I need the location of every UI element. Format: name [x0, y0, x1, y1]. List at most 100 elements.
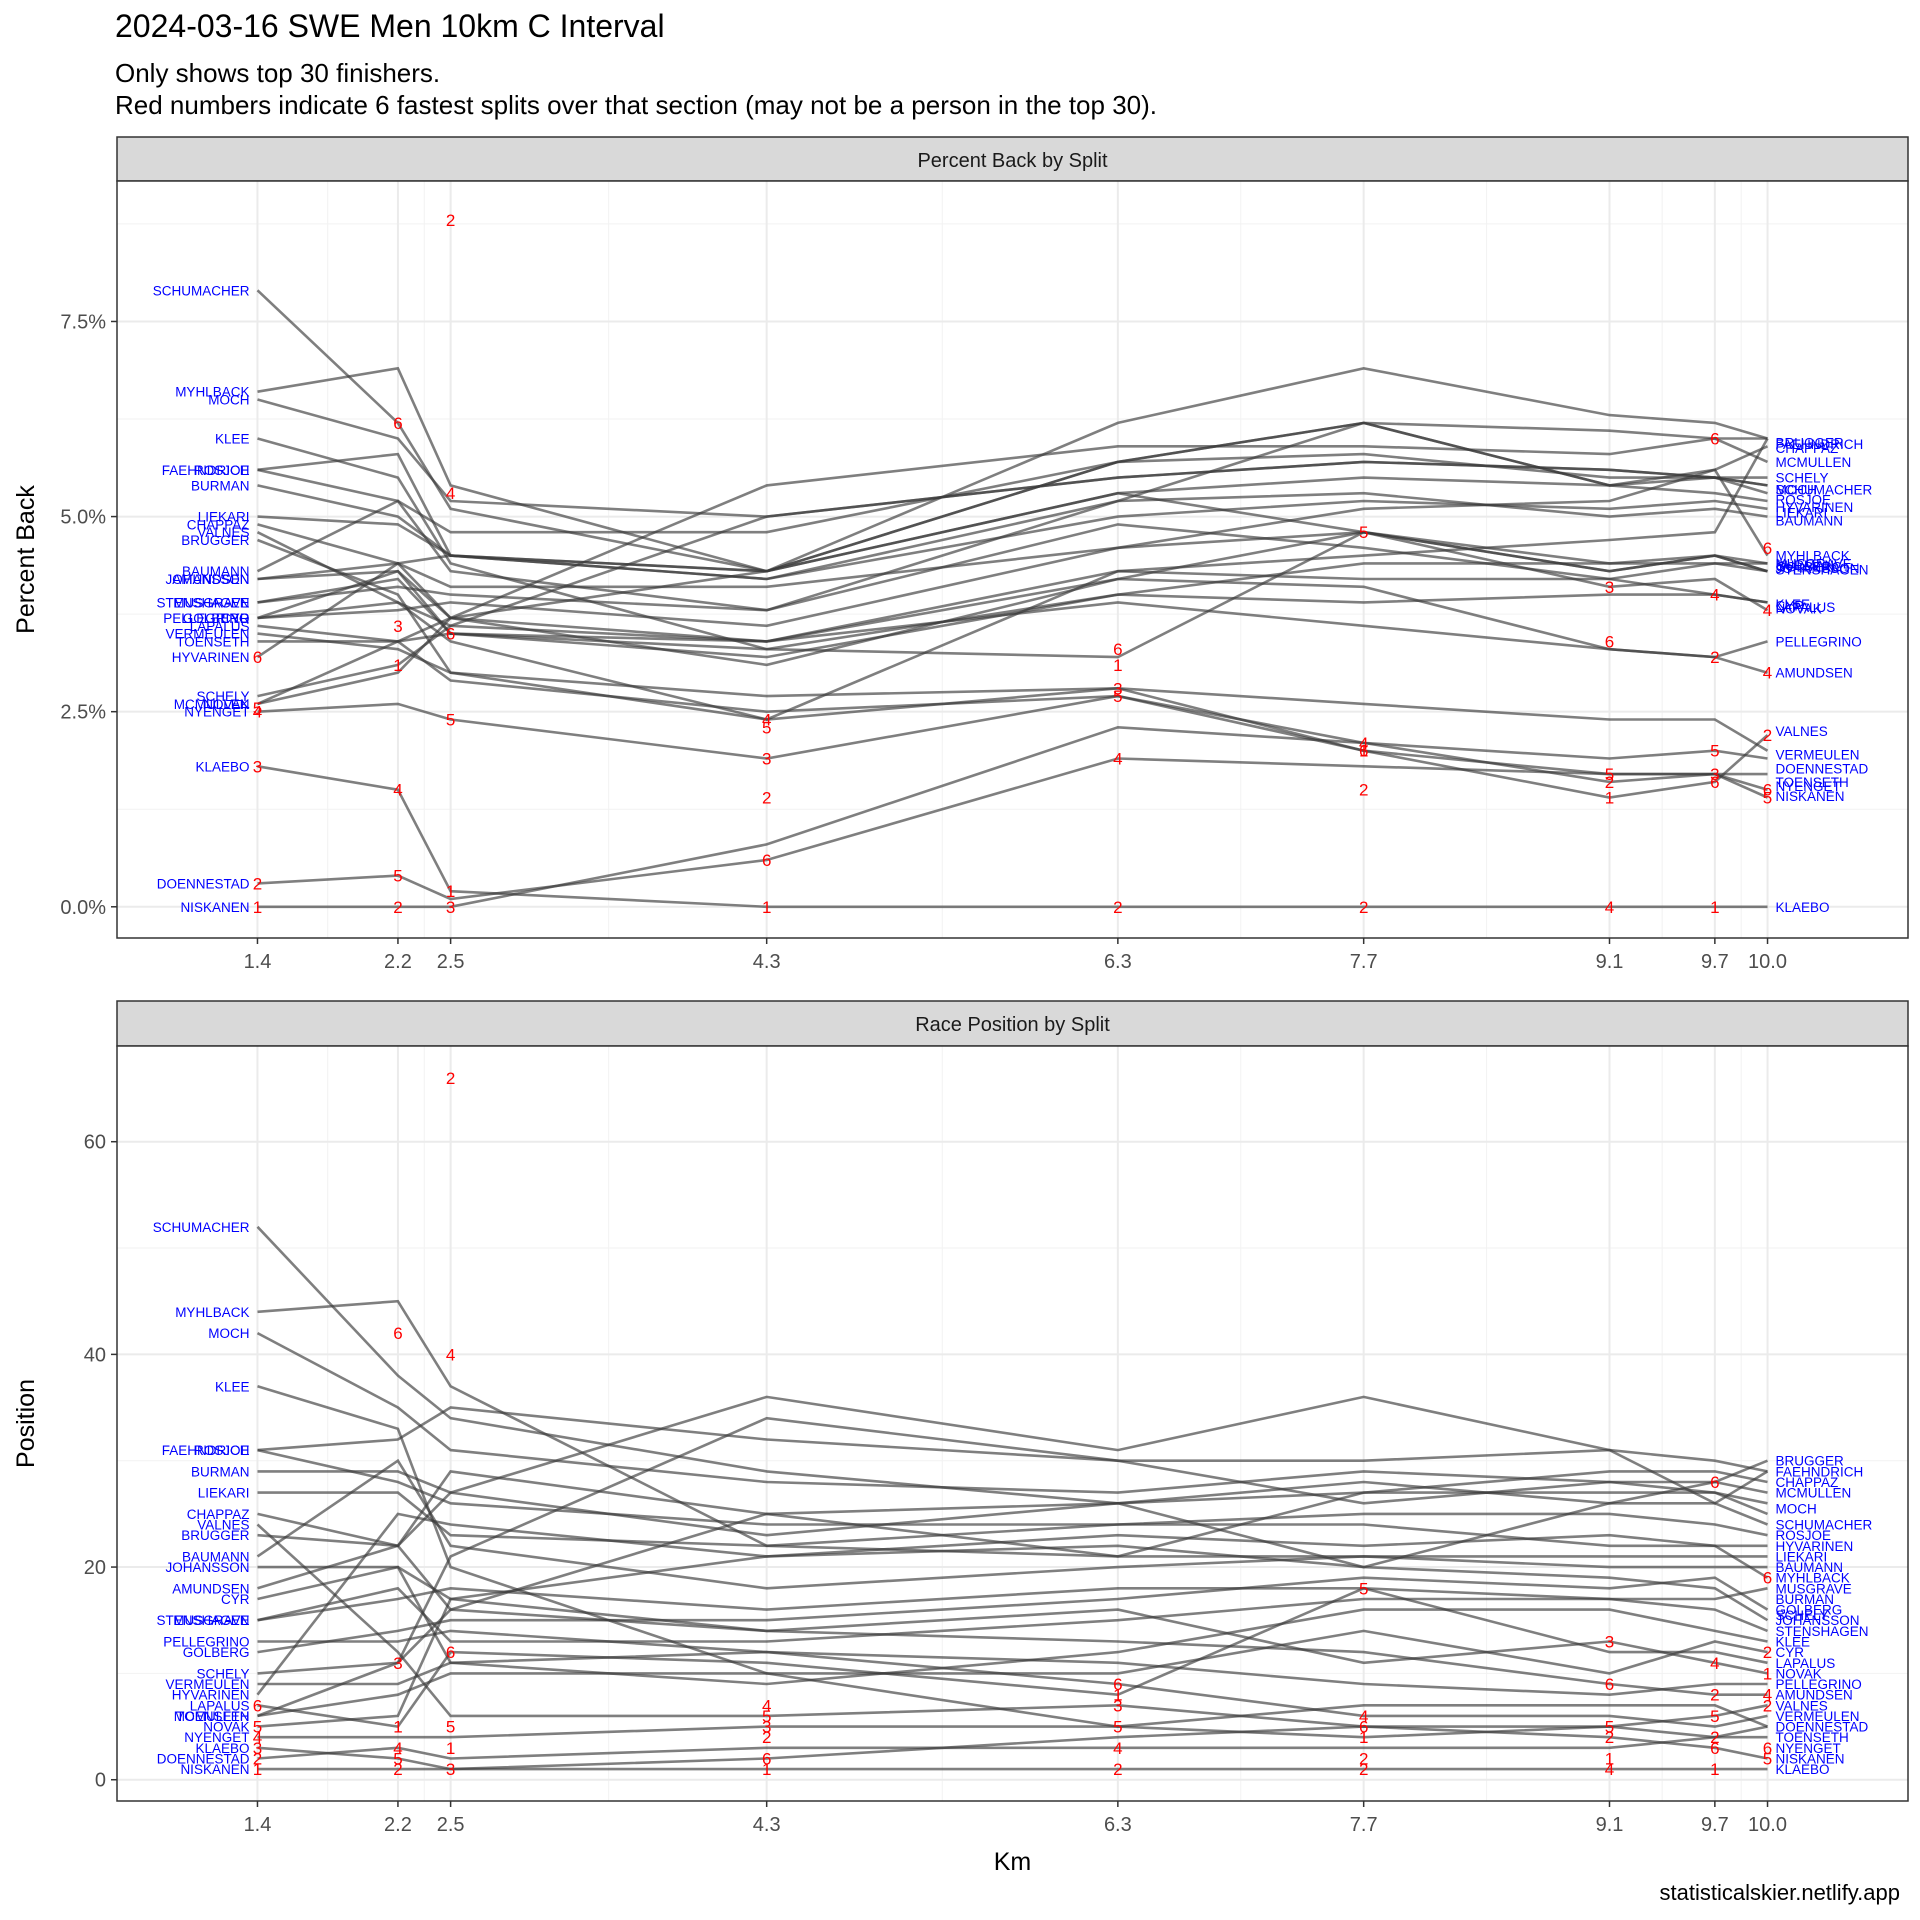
- panel-2-rank-label: 1: [1113, 1686, 1122, 1705]
- panel-1-rank-label: 6: [1763, 781, 1772, 800]
- panel-2-series-line-musgrave: [257, 1586, 1768, 1622]
- panel-1-right-label: MYHLBACK: [1776, 549, 1850, 564]
- panel-2-rank-label: 4: [1710, 1654, 1719, 1673]
- panel-2-series-line-klee: [257, 1385, 1768, 1675]
- panel-1-left-label: MUSGRAVE: [173, 595, 249, 610]
- panel-2-series-line-faehndrich: [257, 1406, 1768, 1473]
- panel-2-x-tick-label: 9.1: [1596, 1814, 1624, 1836]
- panel-2-right-label: SCHUMACHER: [1776, 1518, 1873, 1533]
- panel-2-rank-label: 1: [393, 1718, 402, 1737]
- panel-1-rank-label: 5: [1359, 523, 1368, 542]
- panel-1-left-label: STENSHAGEN: [156, 595, 249, 610]
- panel-1-right-label: NISKANEN: [1776, 789, 1845, 804]
- panel-2-rank-label: 3: [1605, 1632, 1614, 1651]
- panel-2-left-label: AMUNDSEN: [172, 1581, 249, 1596]
- panel-1-left-label: BURMAN: [191, 478, 250, 493]
- panel-1-left-label: SCHELY: [196, 689, 249, 704]
- panel-2-series-line-amundsen: [257, 1544, 1768, 1696]
- panel-2-left-label: JOHANSSON: [165, 1560, 249, 1575]
- panel-2-rank-label: 1: [446, 1739, 455, 1758]
- panel-1-left-label: VALNES: [197, 525, 249, 540]
- panel-2-left-label: KLEE: [215, 1379, 250, 1394]
- panel-2-rank-label: 5: [253, 1718, 262, 1737]
- panel-1-left-label: CYR: [221, 611, 250, 626]
- panel-1-right-label: DOENNESTAD: [1776, 762, 1869, 777]
- panel-1-right-label: HYVARINEN: [1776, 500, 1854, 515]
- panel-1-rank-label: 2: [1710, 648, 1719, 667]
- panel-2-x-tick-label: 7.7: [1350, 1814, 1378, 1836]
- panel-1-series-line-musgrave: [257, 523, 1768, 612]
- panel-1-right-label: AMUNDSEN: [1776, 666, 1853, 681]
- panel-2-left-label: LAPALUS: [190, 1698, 250, 1713]
- panel-1-left-label: PELLEGRINO: [163, 611, 249, 626]
- panel-2-rank-label: 6: [1359, 1718, 1368, 1737]
- panel-1-rank-label: 2: [1763, 726, 1772, 745]
- panel-2-left-label: VERMEULEN: [165, 1677, 249, 1692]
- panel-2-left-label: BAUMANN: [182, 1549, 250, 1564]
- panel-2-rank-label: 5: [1359, 1579, 1368, 1598]
- panel-1-rank-label: 2: [1605, 773, 1614, 792]
- panel-1-rank-label: 5: [1763, 789, 1772, 808]
- panel-2-rank-label: 4: [253, 1728, 262, 1747]
- panel-2-rank-label: 6: [393, 1324, 402, 1343]
- panel-1-y-tick-label: 2.5%: [60, 702, 106, 724]
- panel-2-left-label: MOCH: [208, 1326, 249, 1341]
- panel-1-rank-label: 1: [1710, 898, 1719, 917]
- panel-2-rank-label: 1: [1359, 1728, 1368, 1747]
- panel-2-x-tick-label: 1.4: [244, 1814, 272, 1836]
- panel-2-left-label: GOLBERG: [183, 1645, 250, 1660]
- panel-1-rank-label: 4: [1113, 750, 1122, 769]
- panel-1-rank-label: 1: [393, 656, 402, 675]
- panel-1-panel-border: [116, 180, 1909, 939]
- panel-1-left-label: MYHLBACK: [175, 385, 249, 400]
- panel-1-rank-label: 4: [1605, 898, 1614, 917]
- panel-1-left-label: MOCH: [208, 393, 249, 408]
- panel-1-rank-label: 6: [1710, 773, 1719, 792]
- panel-1-rank-label: 4: [1710, 586, 1719, 605]
- panel-2-right-label: JOHANSSON: [1776, 1613, 1860, 1628]
- panel-1-left-label: CHAPPAZ: [187, 517, 250, 532]
- panel-1-rank-label: 5: [1113, 687, 1122, 706]
- panel-1-rank-label: 5: [762, 718, 771, 737]
- panel-2-left-label: DOENNESTAD: [157, 1751, 250, 1766]
- panel-1-right-label: KLAEBO: [1776, 900, 1830, 915]
- panel-2-series-line-doennestad: [257, 1725, 1768, 1760]
- panel-2-y-tick-label: 20: [84, 1557, 106, 1579]
- panel-1-rank-label: 6: [1605, 632, 1614, 651]
- panel-2-right-label: VALNES: [1776, 1698, 1828, 1713]
- panel-2-rank-label: 2: [762, 1728, 771, 1747]
- panel-2-right-label: CYR: [1776, 1645, 1805, 1660]
- panel-1-right-label: SCHELY: [1776, 471, 1829, 486]
- panel-2-rank-label: 4: [1605, 1760, 1614, 1779]
- panel-2-rank-label: 6: [762, 1749, 771, 1768]
- panel-2-right-label: CHAPPAZ: [1776, 1475, 1839, 1490]
- panel-1-series-line-klaebo: [257, 765, 1768, 909]
- panel-2-rank-label: 2: [1359, 1760, 1368, 1779]
- panel-2-rank-label: 2: [1605, 1728, 1614, 1747]
- panel-2-rank-label: 5: [1113, 1718, 1122, 1737]
- panel-1-right-label: MCMULLEN: [1776, 455, 1852, 470]
- panel-1-rank-label: 6: [253, 648, 262, 667]
- panel-2-rank-label: 1: [1605, 1749, 1614, 1768]
- panel-2-right-label: BAUMANN: [1776, 1560, 1844, 1575]
- panel-2-rank-label: 2: [446, 1069, 455, 1088]
- panel-2-series-line-novak: [257, 1597, 1768, 1728]
- panel-1-rank-label: 5: [446, 710, 455, 729]
- panel-1-x-tick-label: 9.7: [1701, 951, 1729, 973]
- panel-1-x-tick-label: 2.5: [437, 951, 465, 973]
- panel-2-rank-label: 4: [1113, 1739, 1122, 1758]
- panel-2-rank-label: 3: [393, 1654, 402, 1673]
- panel-1-series-line-nyenget: [257, 694, 1768, 760]
- panel-1-right-label: LAPALUS: [1776, 600, 1836, 615]
- panel-2-left-label: NISKANEN: [180, 1762, 249, 1777]
- panel-2-y-tick-label: 40: [84, 1344, 106, 1366]
- panel-1-left-label: MCMULLEN: [174, 697, 250, 712]
- panel-1-right-label: CYR: [1776, 599, 1805, 614]
- panel-2-y-axis-title: Position: [12, 1379, 40, 1468]
- panel-1-left-label: GOLBERG: [183, 611, 250, 626]
- panel-1-rank-label: 4: [446, 484, 455, 503]
- panel-1-right-label: MOCH: [1776, 482, 1817, 497]
- panel-2-rank-label: 2: [1710, 1728, 1719, 1747]
- panel-2-panel-border: [116, 1045, 1909, 1802]
